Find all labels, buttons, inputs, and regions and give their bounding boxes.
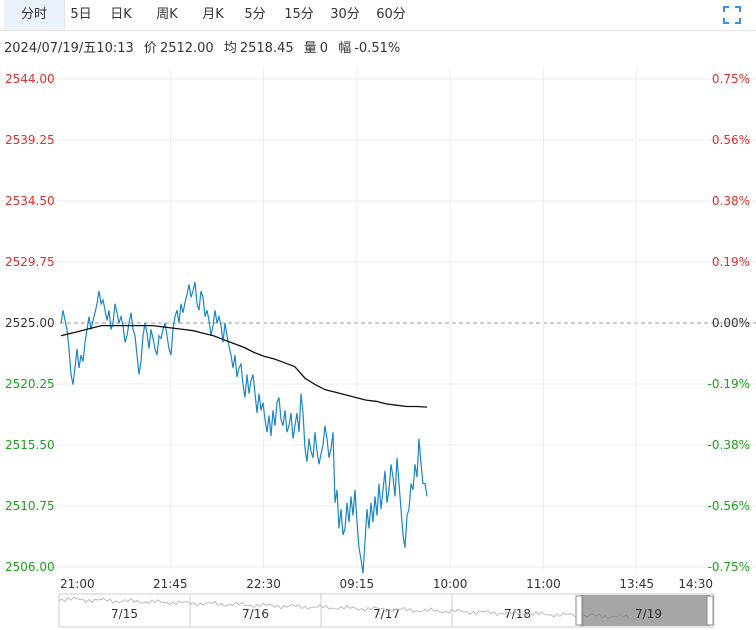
tab-4[interactable]: 月K: [202, 7, 224, 22]
pct-tick-label: 0.75%: [712, 72, 750, 86]
datetime: 2024/07/19/五10:13: [4, 41, 134, 56]
avg-value: 2518.45: [239, 41, 294, 56]
navigator-label: 7/15: [111, 607, 138, 621]
y-tick-label: 2544.00: [5, 72, 55, 86]
tab-7[interactable]: 30分: [330, 7, 360, 22]
x-tick-label: 22:30: [246, 577, 281, 591]
change-value: -0.51%: [354, 41, 401, 56]
tab-8[interactable]: 60分: [376, 7, 406, 22]
x-tick-label: 14:30: [678, 577, 713, 591]
pct-tick-label: -0.56%: [708, 499, 750, 513]
navigator-handle-right[interactable]: [706, 595, 714, 626]
pct-tick-label: 0.56%: [712, 133, 750, 147]
pct-tick-label: 0.19%: [712, 255, 750, 269]
price-line[interactable]: [60, 281, 428, 574]
volume-value: 0: [319, 41, 329, 56]
pct-tick-label: 0.00%: [712, 316, 750, 330]
y-tick-label: 2520.25: [5, 377, 55, 391]
y-tick-label: 2506.00: [5, 560, 55, 574]
price-label: 价: [143, 41, 157, 56]
x-tick-label: 13:45: [619, 577, 654, 591]
navigator-label-selected: 7/19: [635, 607, 662, 621]
tab-5[interactable]: 5分: [244, 7, 266, 22]
price-value: 2512.00: [159, 41, 214, 56]
volume-label: 量: [303, 41, 317, 56]
pct-tick-label: -0.38%: [708, 438, 750, 452]
y-tick-label: 2539.25: [5, 133, 55, 147]
y-tick-label: 2510.75: [5, 499, 55, 513]
avg-label: 均: [223, 41, 237, 56]
tab-3[interactable]: 周K: [156, 7, 178, 22]
tab-1[interactable]: 5日: [70, 7, 92, 22]
navigator-handle-left[interactable]: [575, 595, 583, 626]
pct-tick-label: 0.38%: [712, 194, 750, 208]
navigator-trace: [58, 596, 630, 619]
y-tick-label: 2515.50: [5, 438, 55, 452]
x-tick-label: 21:45: [153, 577, 188, 591]
x-tick-label: 09:15: [340, 577, 375, 591]
x-tick-label: 21:00: [60, 577, 95, 591]
x-tick-label: 11:00: [526, 577, 561, 591]
navigator-selection[interactable]: [580, 595, 710, 626]
change-label: 幅: [338, 41, 352, 56]
y-tick-label: 2529.75: [5, 255, 55, 269]
tab-6[interactable]: 15分: [284, 7, 314, 22]
tab-2[interactable]: 日K: [110, 7, 132, 22]
y-tick-label: 2534.50: [5, 194, 55, 208]
x-tick-label: 10:00: [433, 577, 468, 591]
average-line[interactable]: [60, 324, 428, 408]
period-tabs: 分时 5日 日K 周K 月K 5分 15分 30分 60分: [0, 0, 756, 31]
y-tick-label: 2525.00: [5, 316, 55, 330]
pct-tick-label: -0.75%: [708, 560, 750, 574]
intraday-chart[interactable]: 2544.00 0.75% 2539.25 0.56% 2534.50 0.38% 2529…: [0, 62, 756, 630]
fullscreen-icon[interactable]: [722, 5, 742, 25]
pct-tick-label: -0.19%: [708, 377, 750, 391]
tab-0[interactable]: 分时: [4, 0, 65, 30]
navigator-label: 7/16: [242, 607, 269, 621]
